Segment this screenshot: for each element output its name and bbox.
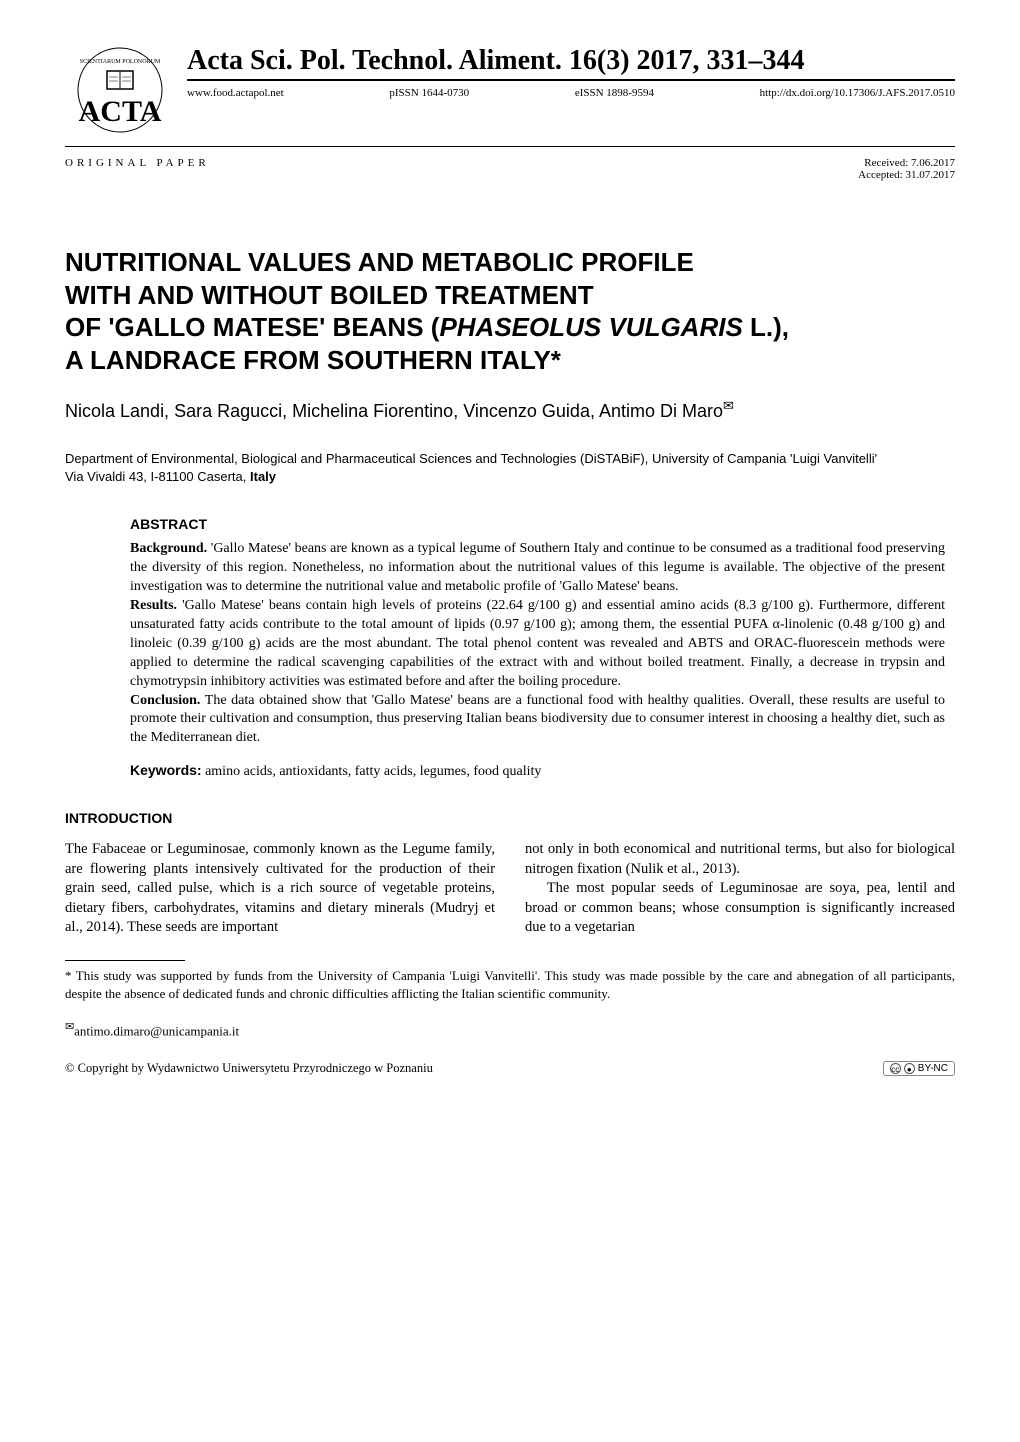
footnote-rule: [65, 960, 185, 961]
svg-text:ACTA: ACTA: [79, 95, 162, 128]
intro-para-1: The Fabaceae or Leguminosae, commonly kn…: [65, 840, 495, 938]
header-rule-thin: [65, 146, 955, 147]
header-rule-thick: [187, 79, 955, 81]
results-label: Results.: [130, 598, 177, 613]
conclusion-label: Conclusion.: [130, 693, 200, 708]
affiliation-dept: Department of Environmental, Biological …: [65, 451, 877, 466]
affiliation: Department of Environmental, Biological …: [65, 450, 955, 486]
abstract-body: Background. 'Gallo Matese' beans are kno…: [130, 540, 945, 748]
journal-meta-row: www.food.actapol.net pISSN 1644-0730 eIS…: [187, 85, 955, 99]
journal-title: Acta Sci. Pol. Technol. Aliment. 16(3) 2…: [187, 45, 955, 77]
paper-type-row: ORIGINAL PAPER Received: 7.06.2017 Accep…: [65, 157, 955, 181]
submission-dates: Received: 7.06.2017 Accepted: 31.07.2017: [858, 157, 955, 181]
affiliation-country: Italy: [250, 469, 276, 484]
intro-col-left: The Fabaceae or Leguminosae, commonly kn…: [65, 840, 495, 938]
accepted-date: Accepted: 31.07.2017: [858, 169, 955, 181]
paper-type-label: ORIGINAL PAPER: [65, 157, 210, 181]
background-label: Background.: [130, 541, 207, 556]
by-icon: ●: [904, 1063, 915, 1074]
journal-logo: SCIENTIARUM POLONORUM ACTA: [65, 45, 175, 140]
intro-col-right: not only in both economical and nutritio…: [525, 840, 955, 938]
conclusion-text: The data obtained show that 'Gallo Mates…: [130, 693, 945, 746]
background-text: 'Gallo Matese' beans are known as a typi…: [130, 541, 945, 594]
intro-para-2: not only in both economical and nutritio…: [525, 840, 955, 879]
article-title: NUTRITIONAL VALUES AND METABOLIC PROFILE…: [65, 246, 955, 376]
keywords-text: amino acids, antioxidants, fatty acids, …: [202, 764, 542, 779]
authors-line: Nicola Landi, Sara Ragucci, Michelina Fi…: [65, 398, 955, 422]
cc-license-badge[interactable]: cc ● BY-NC: [883, 1061, 955, 1076]
copyright-text: © Copyright by Wydawnictwo Uniwersytetu …: [65, 1061, 433, 1076]
keywords-line: Keywords: amino acids, antioxidants, fat…: [130, 762, 945, 780]
intro-para-3: The most popular seeds of Leguminosae ar…: [525, 879, 955, 938]
abstract-block: ABSTRACT Background. 'Gallo Matese' bean…: [130, 516, 955, 780]
journal-website[interactable]: www.food.actapol.net: [187, 87, 284, 99]
mail-icon: ✉: [65, 1021, 74, 1033]
affiliation-address: Via Vivaldi 43, I-81100 Caserta,: [65, 469, 250, 484]
journal-doi[interactable]: http://dx.doi.org/10.17306/J.AFS.2017.05…: [760, 87, 955, 99]
acta-logo-icon: SCIENTIARUM POLONORUM ACTA: [65, 45, 175, 140]
svg-text:SCIENTIARUM POLONORUM: SCIENTIARUM POLONORUM: [80, 59, 161, 65]
license-text: BY-NC: [918, 1063, 948, 1074]
page-header: SCIENTIARUM POLONORUM ACTA Acta Sci. Pol…: [65, 45, 955, 140]
corresponding-mail-icon: ✉: [723, 398, 734, 413]
keywords-label: Keywords:: [130, 762, 202, 778]
introduction-heading: INTRODUCTION: [65, 810, 955, 826]
results-text: 'Gallo Matese' beans contain high levels…: [130, 598, 945, 689]
received-date: Received: 7.06.2017: [858, 157, 955, 169]
introduction-body: The Fabaceae or Leguminosae, commonly kn…: [65, 840, 955, 938]
corresponding-email: ✉antimo.dimaro@unicampania.it: [65, 1020, 955, 1039]
cc-icon: cc: [890, 1063, 901, 1074]
journal-header-block: Acta Sci. Pol. Technol. Aliment. 16(3) 2…: [187, 45, 955, 99]
email-address[interactable]: antimo.dimaro@unicampania.it: [74, 1023, 239, 1038]
page-footer: © Copyright by Wydawnictwo Uniwersytetu …: [65, 1061, 955, 1076]
journal-eissn: eISSN 1898-9594: [575, 87, 654, 99]
abstract-heading: ABSTRACT: [130, 516, 945, 532]
funding-footnote: * This study was supported by funds from…: [65, 967, 955, 1002]
journal-pissn: pISSN 1644-0730: [389, 87, 469, 99]
